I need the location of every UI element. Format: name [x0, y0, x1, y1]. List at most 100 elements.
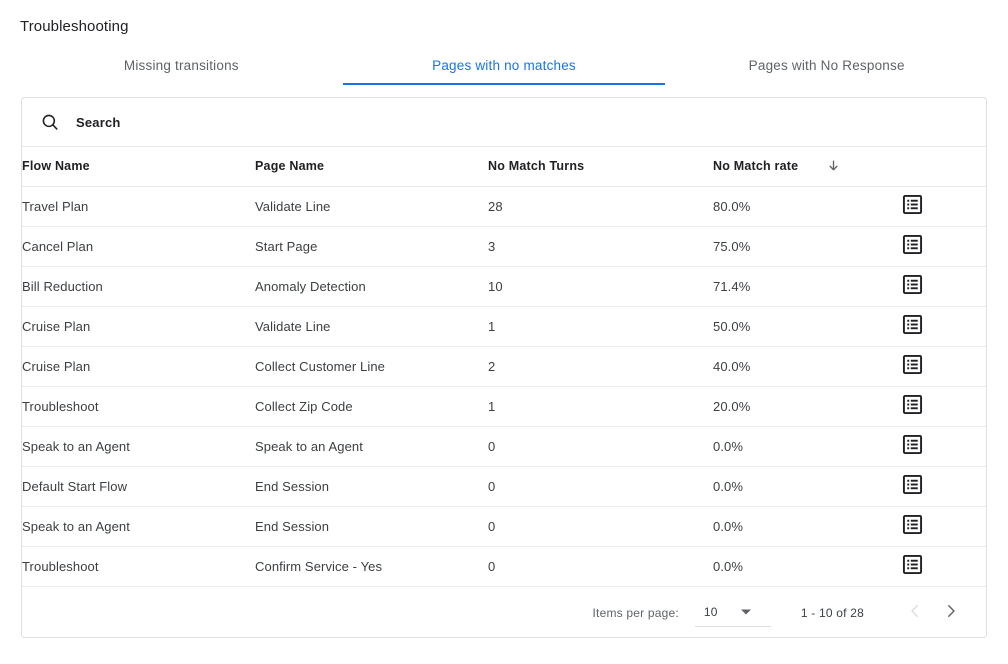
cell-page-name: Validate Line	[255, 186, 488, 227]
search-label: Search	[76, 114, 121, 130]
list-view-icon	[902, 434, 923, 458]
cell-page-name: End Session	[255, 506, 488, 547]
column-header-flow-name[interactable]: Flow Name	[22, 147, 255, 187]
cell-flow-name: Travel Plan	[22, 186, 255, 227]
list-view-icon	[902, 274, 923, 298]
cell-no-match-turns: 0	[488, 466, 713, 507]
list-view-icon-button[interactable]	[900, 194, 924, 218]
cell-flow-name: Bill Reduction	[22, 266, 255, 307]
list-view-icon-button[interactable]	[900, 434, 924, 458]
cell-no-match-rate: 75.0%	[713, 226, 898, 267]
table-body: Travel Plan Validate Line 28 80.0% Cancel Pl…	[22, 186, 986, 587]
cell-no-match-rate: 50.0%	[713, 306, 898, 347]
cell-no-match-turns: 1	[488, 306, 713, 347]
table-row[interactable]: Cancel Plan Start Page 3 75.0%	[22, 226, 986, 267]
cell-page-name: Anomaly Detection	[255, 266, 488, 307]
sort-descending-arrow-icon[interactable]	[824, 157, 842, 175]
list-view-icon-button[interactable]	[900, 354, 924, 378]
list-view-icon	[902, 314, 923, 338]
list-view-icon-button[interactable]	[900, 554, 924, 578]
list-view-icon-button[interactable]	[900, 514, 924, 538]
column-header-label: Flow Name	[22, 159, 90, 174]
cell-page-name: Start Page	[255, 226, 488, 267]
table-header: Flow Name Page Name No Match Turns No Ma…	[22, 147, 986, 187]
page-title: Troubleshooting	[20, 18, 129, 35]
cell-flow-name: Cancel Plan	[22, 226, 255, 267]
tab-pages-with-no-response[interactable]: Pages with No Response	[665, 48, 988, 85]
previous-page-button	[900, 598, 930, 628]
list-view-icon	[902, 354, 923, 378]
cell-page-name: Confirm Service - Yes	[255, 546, 488, 587]
tab-label: Missing transitions	[123, 58, 239, 73]
list-view-icon	[902, 234, 923, 258]
items-per-page-label: Items per page:	[592, 605, 679, 620]
list-view-icon-button[interactable]	[900, 474, 924, 498]
cell-actions	[898, 266, 986, 307]
cell-flow-name: Cruise Plan	[22, 306, 255, 347]
table-row[interactable]: Troubleshoot Collect Zip Code 1 20.0%	[22, 386, 986, 427]
list-view-icon-button[interactable]	[900, 394, 924, 418]
cell-no-match-turns: 28	[488, 186, 713, 227]
tab-pages-with-no-matches[interactable]: Pages with no matches	[342, 48, 666, 85]
list-view-icon-button[interactable]	[900, 274, 924, 298]
cell-page-name: Validate Line	[255, 306, 488, 347]
list-view-icon	[902, 514, 923, 538]
chevron-right-icon	[942, 602, 960, 623]
column-header-actions	[898, 147, 986, 187]
no-match-pages-table: Flow Name Page Name No Match Turns No Ma…	[22, 147, 986, 587]
cell-actions	[898, 386, 986, 427]
list-view-icon-button[interactable]	[900, 234, 924, 258]
cell-no-match-rate: 20.0%	[713, 386, 898, 427]
cell-no-match-turns: 10	[488, 266, 713, 307]
cell-page-name: Speak to an Agent	[255, 426, 488, 467]
next-page-button[interactable]	[936, 598, 966, 628]
column-header-page-name[interactable]: Page Name	[255, 147, 488, 187]
table-row[interactable]: Cruise Plan Validate Line 1 50.0%	[22, 306, 986, 347]
list-view-icon	[902, 474, 923, 498]
search-icon	[40, 112, 60, 132]
paginator: Items per page: 10 1 - 10 of 28	[22, 587, 986, 638]
list-view-icon-button[interactable]	[900, 314, 924, 338]
search-bar[interactable]: Search	[22, 98, 986, 147]
table-row[interactable]: Default Start Flow End Session 0 0.0%	[22, 466, 986, 507]
chevron-left-icon	[906, 602, 924, 623]
cell-no-match-turns: 0	[488, 426, 713, 467]
tab-label: Pages with No Response	[748, 58, 905, 73]
list-view-icon	[902, 554, 923, 578]
chevron-down-icon	[740, 609, 751, 615]
cell-actions	[898, 226, 986, 267]
cell-flow-name: Troubleshoot	[22, 386, 255, 427]
column-header-label: Page Name	[255, 159, 325, 174]
table-row[interactable]: Cruise Plan Collect Customer Line 2 40.0%	[22, 346, 986, 387]
cell-no-match-rate: 80.0%	[713, 186, 898, 227]
cell-actions	[898, 426, 986, 467]
cell-no-match-turns: 0	[488, 546, 713, 587]
cell-no-match-rate: 71.4%	[713, 266, 898, 307]
cell-flow-name: Speak to an Agent	[22, 426, 255, 467]
column-header-no-match-rate[interactable]: No Match rate	[713, 147, 898, 187]
cell-page-name: Collect Customer Line	[255, 346, 488, 387]
list-view-icon	[902, 394, 923, 418]
cell-no-match-rate: 40.0%	[713, 346, 898, 387]
cell-no-match-turns: 3	[488, 226, 713, 267]
table-header-row: Flow Name Page Name No Match Turns No Ma…	[22, 147, 986, 187]
cell-page-name: End Session	[255, 466, 488, 507]
page-range-label: 1 - 10 of 28	[800, 605, 864, 620]
cell-actions	[898, 306, 986, 347]
table-row[interactable]: Bill Reduction Anomaly Detection 10 71.4%	[22, 266, 986, 307]
cell-flow-name: Speak to an Agent	[22, 506, 255, 547]
table-row[interactable]: Travel Plan Validate Line 28 80.0%	[22, 186, 986, 227]
table-row[interactable]: Speak to an Agent End Session 0 0.0%	[22, 506, 986, 547]
cell-actions	[898, 186, 986, 227]
column-header-label: No Match rate	[713, 159, 799, 174]
table-row[interactable]: Speak to an Agent Speak to an Agent 0 0.0%	[22, 426, 986, 467]
cell-actions	[898, 506, 986, 547]
cell-flow-name: Troubleshoot	[22, 546, 255, 587]
table-row[interactable]: Troubleshoot Confirm Service - Yes 0 0.0%	[22, 546, 986, 587]
items-per-page-value: 10	[703, 605, 718, 619]
column-header-no-match-turns[interactable]: No Match Turns	[488, 147, 713, 187]
items-per-page-select[interactable]: 10	[694, 599, 771, 627]
cell-no-match-rate: 0.0%	[713, 426, 898, 467]
tab-missing-transitions[interactable]: Missing transitions	[20, 48, 343, 85]
cell-no-match-turns: 0	[488, 506, 713, 547]
